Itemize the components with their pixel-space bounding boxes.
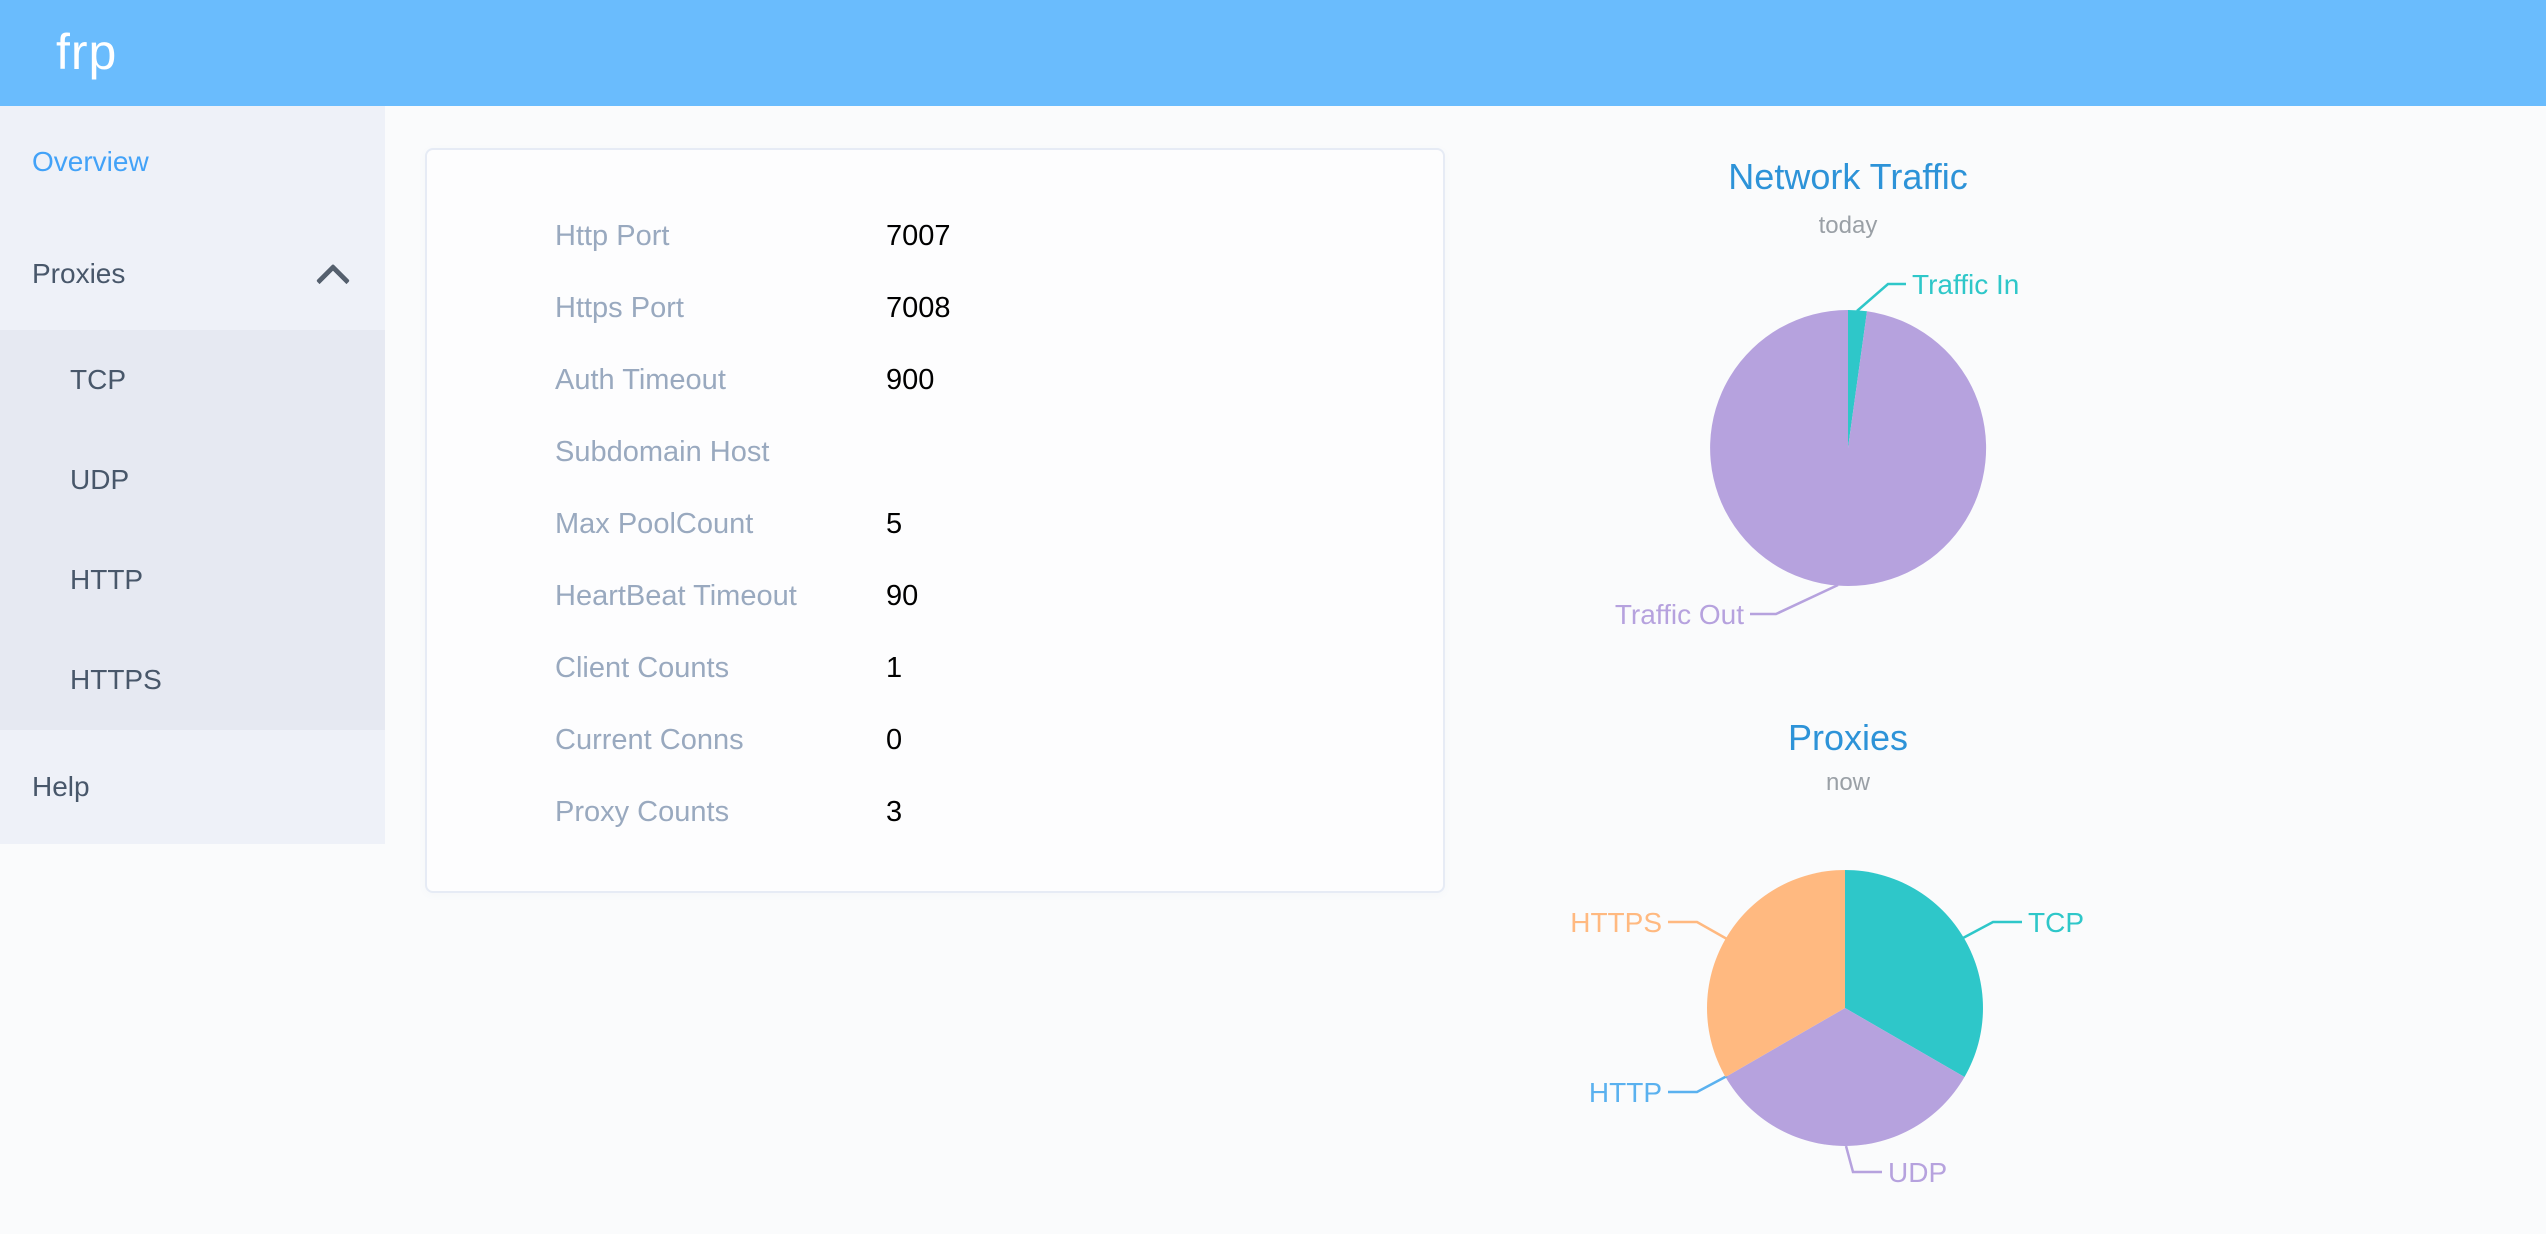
pie-label-https: HTTPS bbox=[1570, 907, 1662, 938]
server-info-row: Https Port 7008 bbox=[427, 272, 1443, 344]
server-info-row: Current Conns 0 bbox=[427, 704, 1443, 776]
sidebar-item-tcp[interactable]: TCP bbox=[0, 330, 385, 430]
sidebar-item-http[interactable]: HTTP bbox=[0, 530, 385, 630]
server-info-row: Proxy Counts 3 bbox=[427, 776, 1443, 848]
header-bar: frp bbox=[0, 0, 2546, 106]
proxies-chart-title: Proxies bbox=[1787, 717, 1909, 758]
server-info-row: Http Port 7007 bbox=[427, 200, 1443, 272]
row-label: Https Port bbox=[555, 291, 684, 324]
pie-slice-traffic-out[interactable] bbox=[1710, 310, 1987, 586]
row-value: 900 bbox=[886, 363, 935, 396]
pie-label-udp: UDP bbox=[1888, 1157, 1947, 1188]
pie-label-traffic-in: Traffic In bbox=[1912, 269, 2019, 300]
server-info-row: HeartBeat Timeout 90 bbox=[427, 560, 1443, 632]
network-traffic-chart-title: Network Traffic bbox=[1728, 156, 1968, 197]
row-label: HeartBeat Timeout bbox=[555, 579, 797, 612]
pie-slice-tcp[interactable] bbox=[1845, 870, 1983, 1077]
pie-label-line-traffic-in bbox=[1856, 282, 1906, 312]
row-value: 5 bbox=[886, 507, 903, 540]
sidebar-item-label: Overview bbox=[32, 146, 149, 177]
server-info-row: Max PoolCount 5 bbox=[427, 488, 1443, 560]
sidebar-submenu: TCP UDP HTTP HTTPS bbox=[0, 330, 385, 730]
pie-label-line-udp bbox=[1844, 1145, 1882, 1174]
pie-label-traffic-out: Traffic Out bbox=[1615, 599, 1744, 630]
sidebar-item-label: HTTPS bbox=[70, 664, 162, 695]
server-info-row: Client Counts 1 bbox=[427, 632, 1443, 704]
network-traffic-chart-subtitle: today bbox=[1818, 212, 1878, 239]
row-value: 7008 bbox=[886, 291, 951, 324]
frp-logo: frp bbox=[56, 24, 118, 80]
pie-label-line-tcp bbox=[1962, 920, 2022, 940]
pie-slice-https[interactable] bbox=[1707, 870, 1845, 1077]
sidebar-item-help[interactable]: Help bbox=[0, 730, 385, 844]
pie-label-http: HTTP bbox=[1589, 1077, 1662, 1108]
pie-label-line-http bbox=[1668, 1074, 1728, 1094]
sidebar-item-proxies[interactable]: Proxies bbox=[0, 218, 385, 330]
row-label: Proxy Counts bbox=[555, 795, 730, 828]
row-label: Subdomain Host bbox=[555, 435, 770, 468]
row-value: 0 bbox=[886, 723, 903, 756]
sidebar-item-overview[interactable]: Overview bbox=[0, 106, 385, 218]
pie-slice-traffic-in[interactable] bbox=[1848, 309, 1867, 448]
sidebar-item-label: Proxies bbox=[32, 258, 126, 289]
server-info-card: Http Port 7007 Https Port 7008 Auth Time… bbox=[425, 148, 1445, 893]
server-info-row: Subdomain Host bbox=[427, 416, 1443, 488]
row-label: Max PoolCount bbox=[555, 507, 754, 540]
sidebar-item-https[interactable]: HTTPS bbox=[0, 630, 385, 730]
row-label: Http Port bbox=[555, 219, 670, 252]
sidebar-item-label: TCP bbox=[70, 364, 126, 395]
row-value: 3 bbox=[886, 795, 903, 828]
server-info-row: Auth Timeout 900 bbox=[427, 344, 1443, 416]
row-label: Client Counts bbox=[555, 651, 730, 684]
row-value: 7007 bbox=[886, 219, 951, 252]
pie-label-line-traffic-out bbox=[1750, 583, 1839, 616]
sidebar-item-label: Help bbox=[32, 771, 90, 802]
row-label: Auth Timeout bbox=[555, 363, 726, 396]
pie-label-tcp: TCP bbox=[2028, 907, 2084, 938]
row-value: 1 bbox=[886, 651, 903, 684]
pie-label-line-https bbox=[1668, 920, 1728, 941]
sidebar-item-label: HTTP bbox=[70, 564, 144, 595]
proxies-chart-subtitle: now bbox=[1825, 769, 1871, 796]
sidebar: Overview Proxies TCP UDP HTTP HTTPS Help bbox=[0, 106, 385, 844]
row-value: 90 bbox=[886, 579, 919, 612]
pie-slice-udp[interactable] bbox=[1725, 1008, 1965, 1146]
row-label: Current Conns bbox=[555, 723, 744, 756]
sidebar-item-udp[interactable]: UDP bbox=[0, 430, 385, 530]
sidebar-item-label: UDP bbox=[70, 464, 130, 495]
